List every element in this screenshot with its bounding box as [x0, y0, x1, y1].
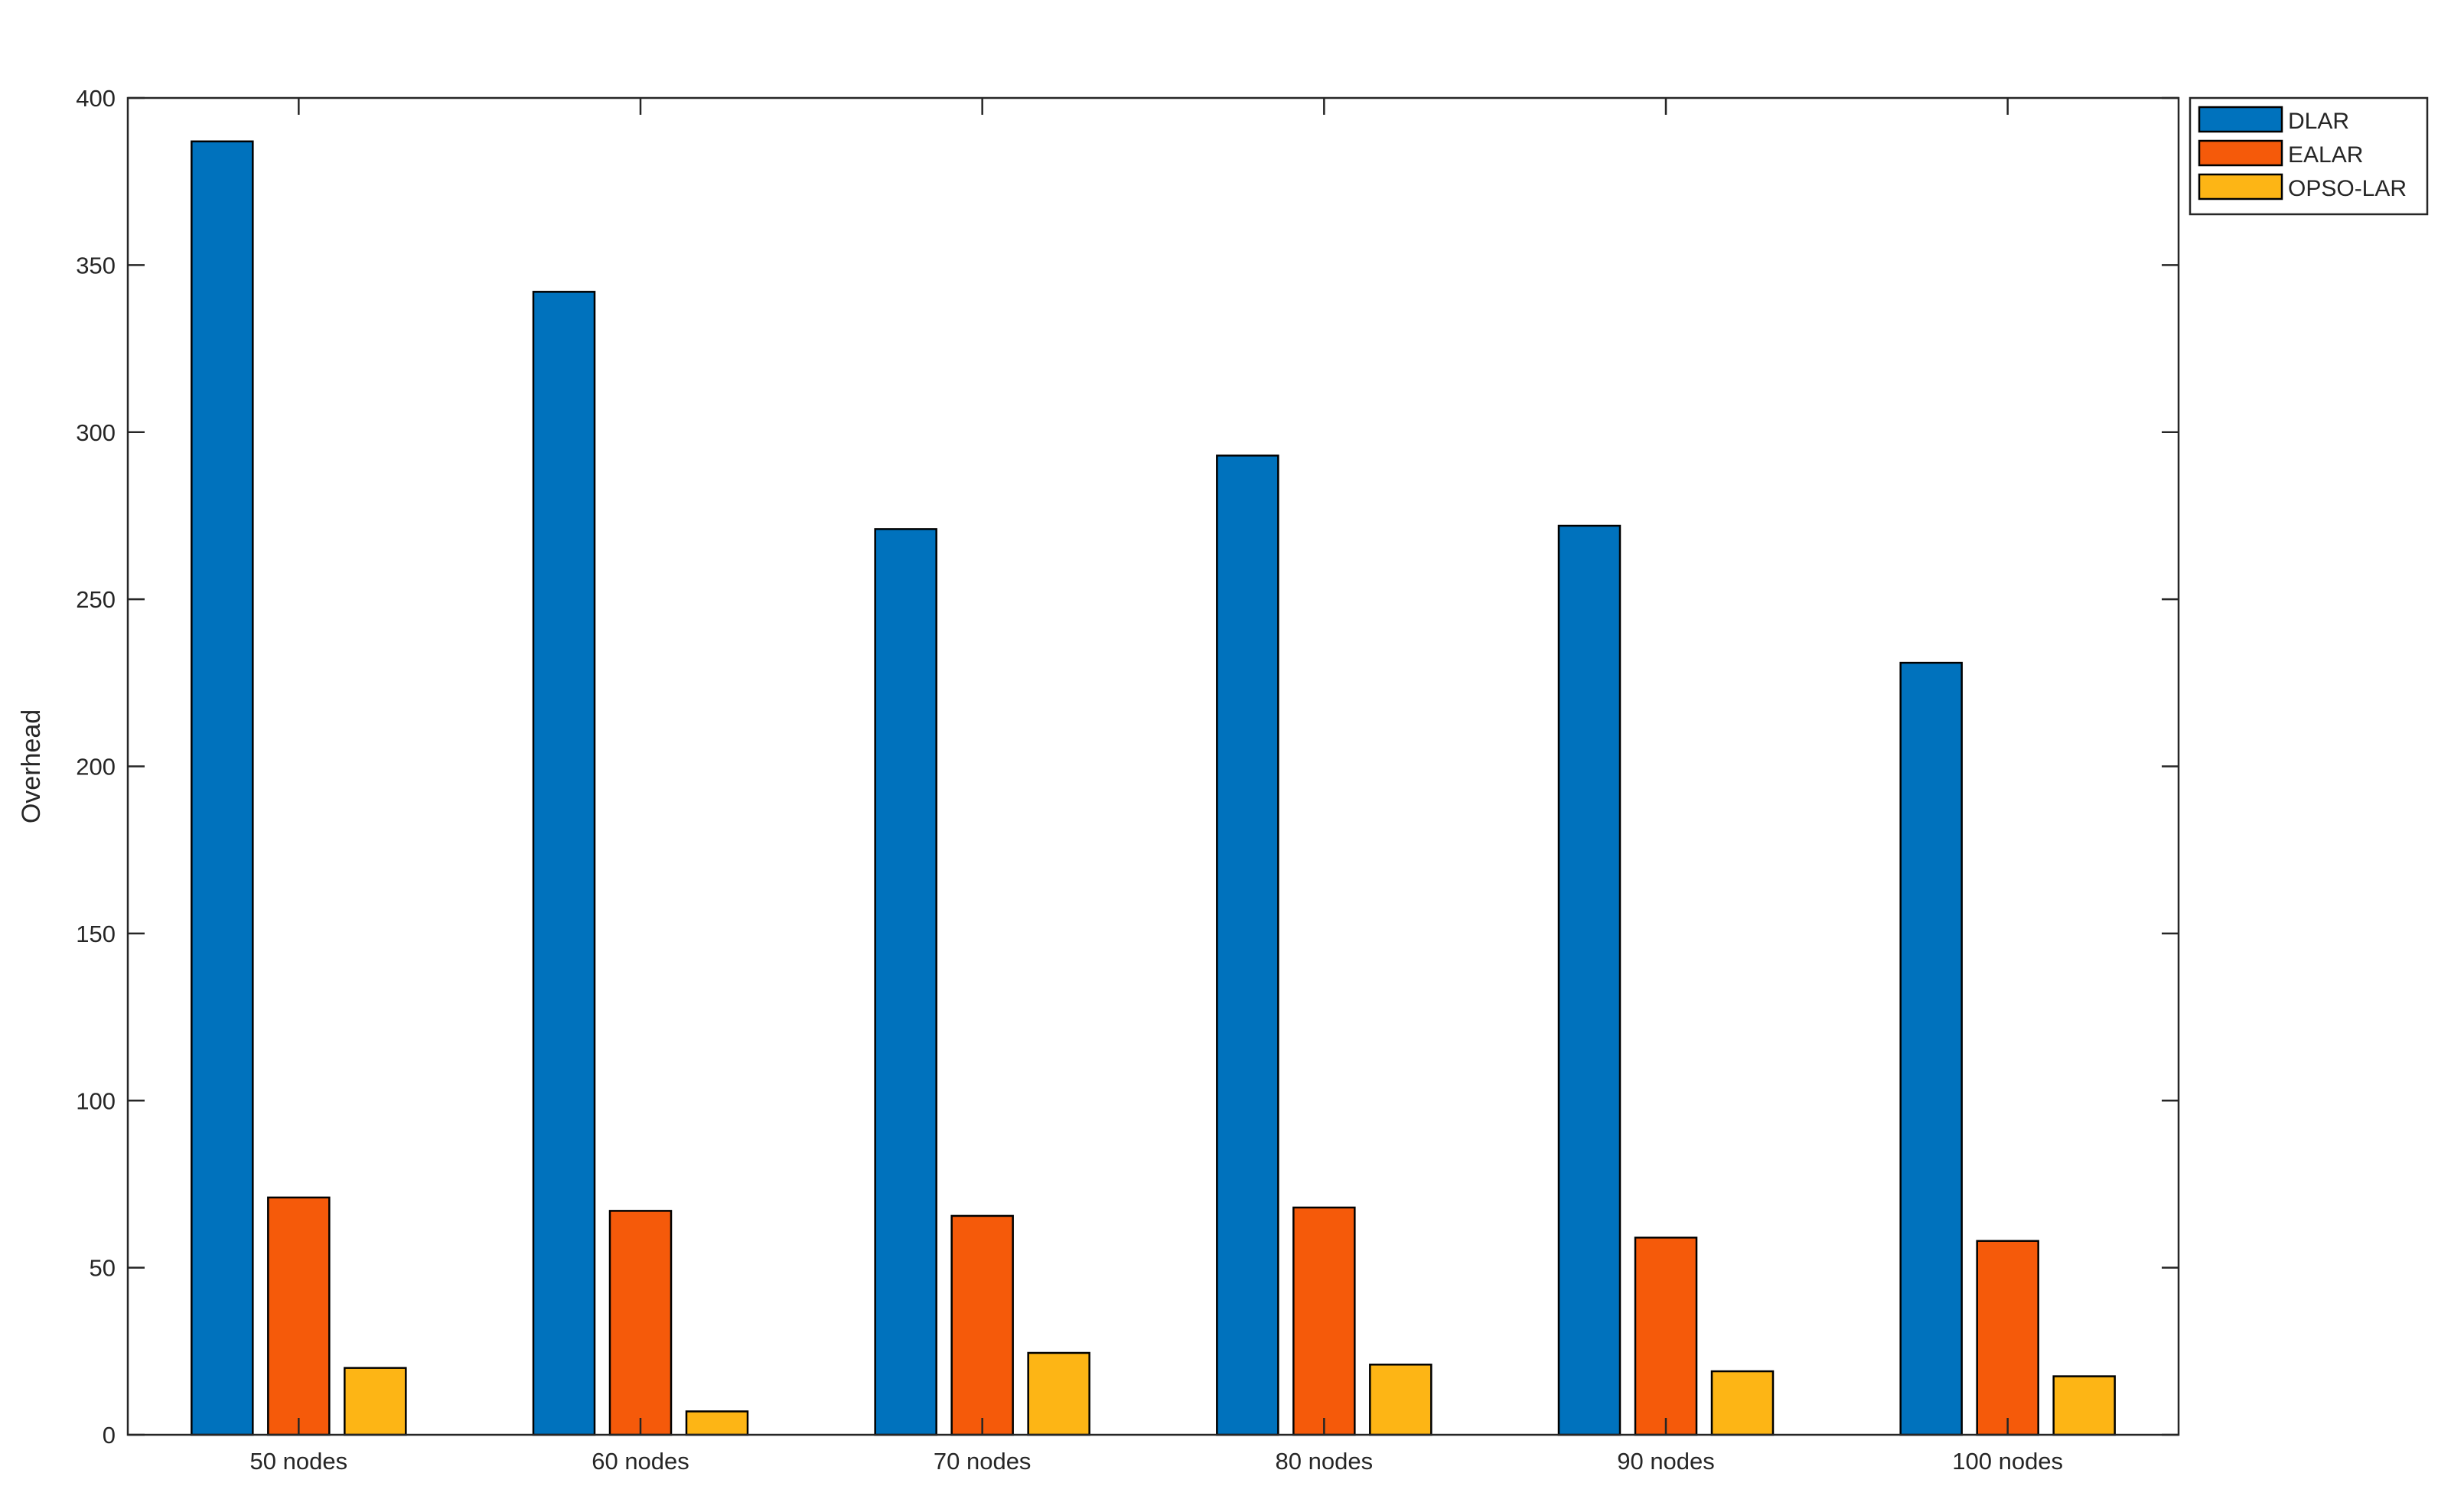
bar-dlar-100-nodes [1899, 661, 1963, 1436]
bar-ealar-80-nodes [1292, 1206, 1356, 1436]
legend-swatch-ealar [2198, 139, 2283, 167]
legend-swatch-opso-lar [2198, 173, 2283, 200]
y-tick-label-400: 400 [76, 85, 116, 112]
x-tick-label-80-nodes: 80 nodes [1276, 1448, 1374, 1475]
legend-swatch-dlar [2198, 106, 2283, 133]
bar-opso-lar-50-nodes [344, 1367, 407, 1436]
bar-ealar-90-nodes [1634, 1237, 1698, 1436]
y-tick-label-150: 150 [76, 921, 116, 947]
legend-label-opso-lar: OPSO-LAR [2288, 176, 2407, 201]
bar-dlar-70-nodes [874, 528, 937, 1436]
bar-dlar-60-nodes [532, 291, 596, 1436]
bar-ealar-70-nodes [950, 1214, 1014, 1436]
bar-ealar-50-nodes [267, 1196, 331, 1436]
bar-opso-lar-90-nodes [1710, 1370, 1775, 1436]
x-tick-label-90-nodes: 90 nodes [1617, 1448, 1715, 1475]
bar-ealar-60-nodes [608, 1210, 673, 1436]
bar-opso-lar-100-nodes [2052, 1375, 2116, 1436]
bars-layer [191, 140, 2116, 1436]
bar-opso-lar-60-nodes [685, 1410, 749, 1436]
y-axis-label: Overhead [17, 709, 46, 823]
bar-ealar-100-nodes [1976, 1240, 2039, 1436]
bar-dlar-90-nodes [1557, 524, 1621, 1436]
bar-dlar-50-nodes [191, 140, 254, 1436]
x-tick-label-70-nodes: 70 nodes [934, 1448, 1032, 1475]
y-tick-label-50: 50 [90, 1255, 116, 1282]
y-tick-label-100: 100 [76, 1087, 116, 1114]
x-tick-label-60-nodes: 60 nodes [592, 1448, 689, 1475]
y-tick-label-300: 300 [76, 419, 116, 446]
y-tick-label-200: 200 [76, 754, 116, 781]
plot-area [128, 98, 2179, 1435]
bar-opso-lar-70-nodes [1027, 1351, 1090, 1436]
x-tick-label-100-nodes: 100 nodes [1952, 1448, 2063, 1475]
axes-layer: 0 50 100 150 200 250 300 350 400 50 nodes 60 nodes… [76, 85, 2180, 1475]
bar-dlar-80-nodes [1216, 455, 1279, 1436]
y-tick-label-0: 0 [103, 1422, 116, 1449]
x-tick-label-50-nodes: 50 nodes [250, 1448, 348, 1475]
y-tick-label-250: 250 [76, 586, 116, 613]
legend: DLAR EALAR OPSO-LAR [2189, 96, 2429, 216]
bar-opso-lar-80-nodes [1369, 1364, 1432, 1436]
legend-label-ealar: EALAR [2288, 142, 2363, 168]
y-tick-label-350: 350 [76, 252, 116, 279]
legend-label-dlar: DLAR [2288, 109, 2349, 134]
